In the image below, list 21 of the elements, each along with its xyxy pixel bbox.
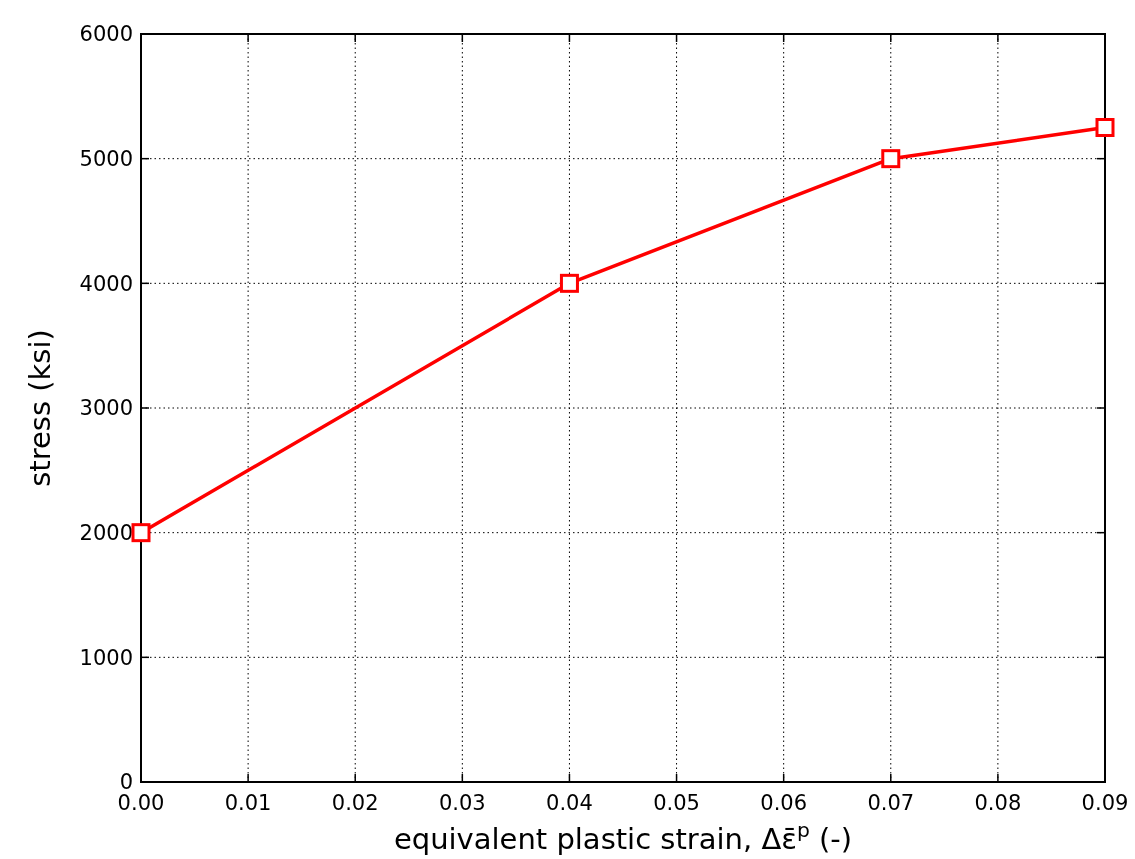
- y-tick-label: 1000: [79, 645, 133, 670]
- x-tick-label: 0.04: [546, 791, 593, 815]
- x-tick-label: 0.01: [224, 791, 272, 815]
- y-tick-label: 6000: [79, 22, 133, 47]
- x-tick-label: 0.03: [438, 791, 486, 815]
- x-tick-label: 0.07: [867, 791, 915, 815]
- x-tick-label: 0.09: [1081, 791, 1129, 815]
- x-tick-label: 0.08: [974, 791, 1022, 815]
- point: [881, 149, 901, 169]
- x-tick-label: 0.06: [760, 791, 808, 815]
- y-tick-label: 5000: [79, 147, 133, 172]
- point: [559, 273, 579, 293]
- y-axis-title: stress (ksi): [23, 329, 57, 487]
- x-tick-label: 0.02: [331, 791, 379, 815]
- point: [1095, 118, 1115, 137]
- x-axis-title: equivalent plastic strain, Δε̄$^{p}$ (-): [393, 818, 853, 856]
- y-tick-label: 4000: [79, 271, 133, 296]
- y-tick-label: 3000: [79, 396, 133, 421]
- point: [131, 523, 151, 543]
- y-tick-label: 2000: [79, 521, 133, 546]
- x-tick-label: 0.05: [653, 791, 700, 815]
